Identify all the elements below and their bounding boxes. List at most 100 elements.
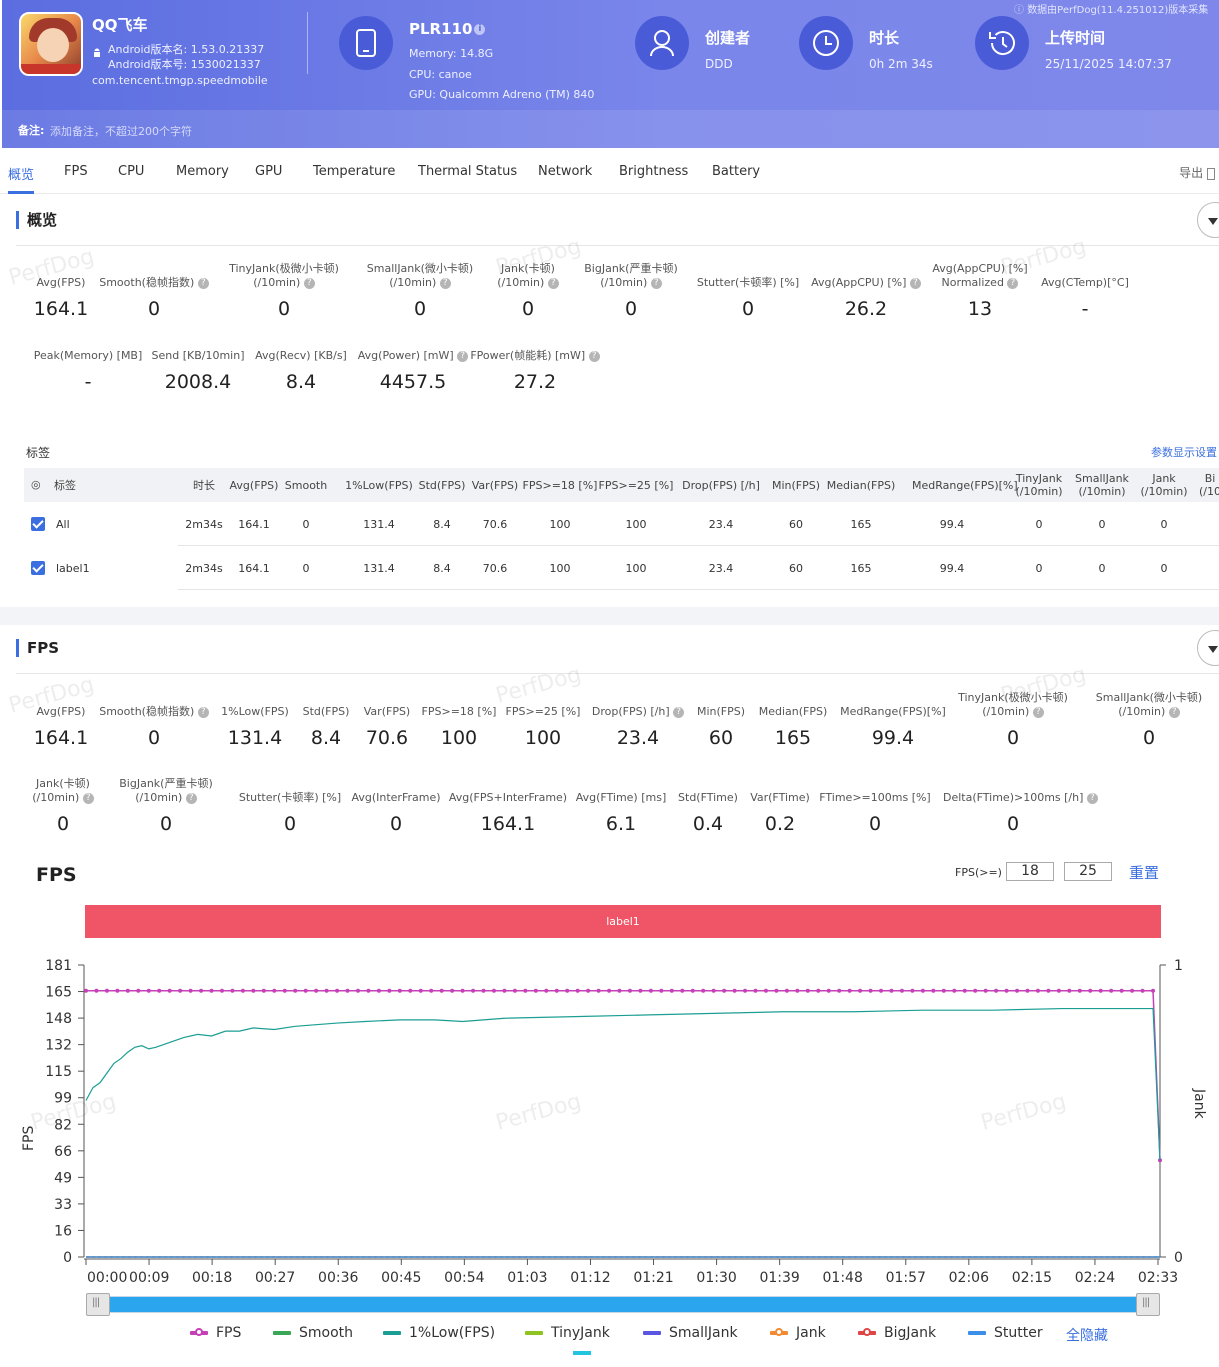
param-settings-link[interactable]: 参数显示设置 (1151, 446, 1217, 459)
tab-brightness[interactable]: Brightness (619, 164, 689, 179)
help-icon[interactable]: ? (650, 277, 662, 289)
fps-threshold-input-1[interactable]: 18 (1006, 862, 1054, 881)
metric-label-text: Drop(FPS) [/h] (591, 705, 670, 718)
export-button[interactable]: 导出 (1179, 164, 1215, 181)
metric-label-text: Avg(FPS) (36, 276, 86, 289)
table-header-text: 时长 (193, 479, 215, 492)
help-icon[interactable]: ? (588, 350, 600, 362)
help-icon[interactable]: ? (439, 277, 451, 289)
help-icon[interactable]: ? (185, 792, 197, 804)
overview-collapse-button[interactable] (1197, 202, 1219, 238)
table-cell[interactable]: All (56, 518, 70, 531)
y-tick-label: 82 (54, 1117, 72, 1133)
legend-item-smalljank[interactable]: SmallJank (643, 1325, 738, 1341)
help-icon[interactable]: ? (1007, 277, 1019, 289)
help-icon[interactable]: ? (1086, 792, 1098, 804)
metric-value: - (1081, 298, 1089, 320)
x-tick-label: 00:27 (255, 1270, 295, 1286)
slider-handle-right[interactable] (1136, 1293, 1160, 1316)
reset-button[interactable]: 重置 (1129, 864, 1160, 882)
metric-value: 8.4 (285, 371, 317, 393)
metric-value: 0 (413, 298, 427, 320)
help-icon[interactable]: ? (303, 277, 315, 289)
tab-cpu[interactable]: CPU (118, 164, 145, 179)
fps-point (1151, 988, 1156, 993)
slider-handle-left[interactable] (86, 1293, 110, 1316)
table-header-cell: 时长 (164, 479, 244, 492)
help-icon[interactable]: ? (673, 706, 685, 718)
metric-value: 100 (440, 727, 478, 749)
table-cell: 0 (1098, 518, 1106, 531)
fps-threshold-input-2[interactable]: 25 (1064, 862, 1112, 881)
table-header-cell: Avg(FPS) (214, 479, 294, 492)
legend-item-1-low-fps-[interactable]: 1%Low(FPS) (383, 1325, 495, 1341)
tab-memory[interactable]: Memory (176, 164, 229, 179)
table-cell: 23.4 (708, 562, 734, 575)
metric-label: Avg(FPS) (0, 705, 131, 719)
help-icon[interactable]: ? (197, 277, 209, 289)
fps-chart-title: FPS (36, 864, 77, 886)
metric-value: 0 (624, 298, 638, 320)
metric: Jank(卡顿) (/10min) ? 0 (0, 777, 133, 835)
tab-temperature[interactable]: Temperature (313, 164, 396, 179)
x-tick-label: 02:24 (1075, 1270, 1115, 1286)
help-icon[interactable]: ? (197, 706, 209, 718)
table-cell: 60 (789, 518, 803, 531)
table-cell: 2m34s (185, 518, 223, 531)
metric-value: 70.6 (365, 727, 409, 749)
help-icon[interactable]: ? (909, 277, 921, 289)
device-info-icon[interactable]: i (474, 24, 486, 35)
tab-gpu[interactable]: GPU (255, 164, 283, 179)
legend-item-bigjank[interactable]: BigJank (858, 1325, 936, 1341)
eye-icon[interactable]: ◎ (31, 478, 41, 491)
time-range-slider[interactable] (86, 1296, 1160, 1313)
table-cell[interactable]: label1 (56, 562, 90, 575)
legend-item-smooth[interactable]: Smooth (273, 1325, 353, 1341)
metric-value: 0 (283, 813, 297, 835)
duration-label: 时长 (869, 29, 900, 47)
y-tick-label: 66 (54, 1144, 72, 1160)
row-checkbox[interactable] (31, 561, 45, 575)
tab-battery[interactable]: Battery (712, 164, 761, 179)
fps-collapse-button[interactable] (1197, 630, 1219, 666)
help-icon[interactable]: ? (1168, 706, 1180, 718)
fps-point (261, 988, 266, 993)
fps-chart[interactable]: 0 16 33 49 66 82 99 115 132 148 165 181 0 1 00:00 00:09… (0, 940, 1219, 1290)
table-cell: 99.4 (939, 518, 965, 531)
legend-item-stutter[interactable]: Stutter (968, 1325, 1043, 1341)
legend-item-jank[interactable]: Jank (770, 1325, 826, 1341)
fps-point (837, 988, 842, 993)
fps-point (303, 988, 308, 993)
note-input[interactable]: 添加备注，不超过200个字符 (50, 125, 192, 138)
tab-network[interactable]: Network (538, 164, 593, 179)
fps-point (1015, 988, 1020, 993)
help-icon[interactable]: ? (1032, 706, 1044, 718)
legend-item-fps[interactable]: FPS (190, 1325, 241, 1341)
y-tick-label: 0 (63, 1250, 72, 1266)
label-band[interactable]: label1 (85, 905, 1161, 938)
row-checkbox[interactable] (31, 517, 45, 531)
metric: Delta(FTime)>100ms [/h] ? 0 (943, 791, 1098, 835)
tab-thermal-status[interactable]: Thermal Status (418, 164, 518, 179)
help-icon[interactable]: ? (82, 792, 94, 804)
table-cell: 0 (302, 518, 310, 531)
help-icon[interactable]: ? (457, 350, 469, 362)
metric-value: 13 (967, 298, 993, 320)
hide-all-button[interactable]: 全隐藏 (1066, 1328, 1108, 1344)
fps-divider (16, 673, 1219, 674)
overview-divider (16, 245, 1219, 246)
metric-label-text: Smooth(稳帧指数) (99, 705, 195, 718)
fps-point (157, 988, 162, 993)
source-note: ⓘ 数据由PerfDog(11.4.251012)版本采集 (1014, 5, 1209, 16)
note-bar[interactable]: 备注: 添加备注，不超过200个字符 (2, 110, 1219, 148)
table-cell: 164.1 (238, 518, 270, 531)
metric-label-text: Normalized (941, 276, 1004, 289)
help-icon[interactable]: ? (547, 277, 559, 289)
metric-label: Drop(FPS) [/h] ? (568, 705, 708, 719)
fps-point (931, 988, 936, 993)
legend-page-indicator[interactable] (573, 1351, 591, 1355)
tab-fps[interactable]: FPS (64, 164, 88, 179)
legend-item-tinyjank[interactable]: TinyJank (525, 1325, 610, 1341)
tab-overview[interactable]: 概览 (8, 168, 35, 183)
fps-point (209, 988, 214, 993)
